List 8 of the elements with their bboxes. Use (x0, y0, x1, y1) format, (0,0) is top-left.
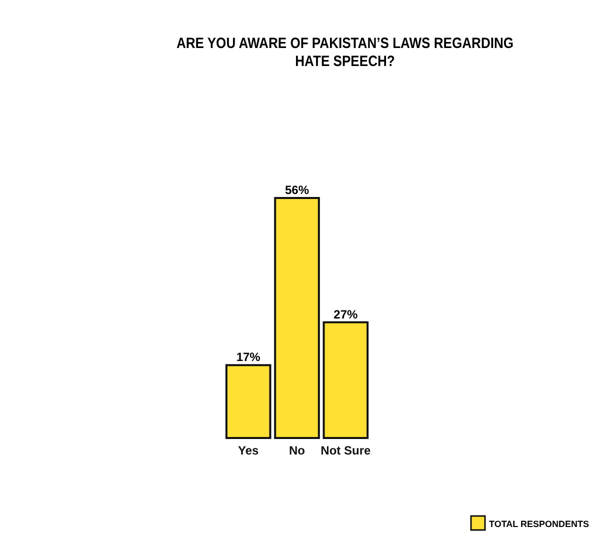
legend-label: TOTAL RESPONDENTS (489, 519, 590, 529)
x-tick-label: Not Sure (320, 444, 371, 458)
data-label: 17% (236, 350, 261, 364)
data-label: 56% (284, 183, 310, 197)
x-tick-label: Yes (238, 444, 259, 458)
data-label: 27% (334, 307, 358, 322)
x-tick-label: No (289, 444, 305, 458)
chart-title: ARE YOU AWARE OF PAKISTAN’S LAWS REGARDING HATE SPEECH? (176, 34, 514, 70)
